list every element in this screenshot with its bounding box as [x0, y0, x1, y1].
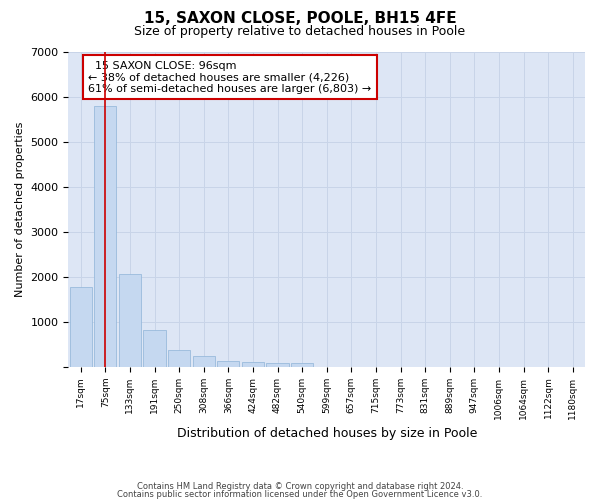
Bar — [119, 274, 141, 367]
Bar — [291, 364, 313, 367]
Bar — [193, 356, 215, 367]
Text: Contains HM Land Registry data © Crown copyright and database right 2024.: Contains HM Land Registry data © Crown c… — [137, 482, 463, 491]
Bar — [168, 350, 190, 367]
Y-axis label: Number of detached properties: Number of detached properties — [15, 122, 25, 297]
X-axis label: Distribution of detached houses by size in Poole: Distribution of detached houses by size … — [176, 427, 477, 440]
Text: Size of property relative to detached houses in Poole: Size of property relative to detached ho… — [134, 25, 466, 38]
Text: 15 SAXON CLOSE: 96sqm
← 38% of detached houses are smaller (4,226)
61% of semi-d: 15 SAXON CLOSE: 96sqm ← 38% of detached … — [88, 60, 371, 94]
Bar — [266, 362, 289, 367]
Bar — [143, 330, 166, 367]
Text: Contains public sector information licensed under the Open Government Licence v3: Contains public sector information licen… — [118, 490, 482, 499]
Text: 15, SAXON CLOSE, POOLE, BH15 4FE: 15, SAXON CLOSE, POOLE, BH15 4FE — [143, 11, 457, 26]
Bar — [94, 106, 116, 367]
Bar — [217, 362, 239, 367]
Bar — [242, 362, 264, 367]
Bar — [70, 286, 92, 367]
